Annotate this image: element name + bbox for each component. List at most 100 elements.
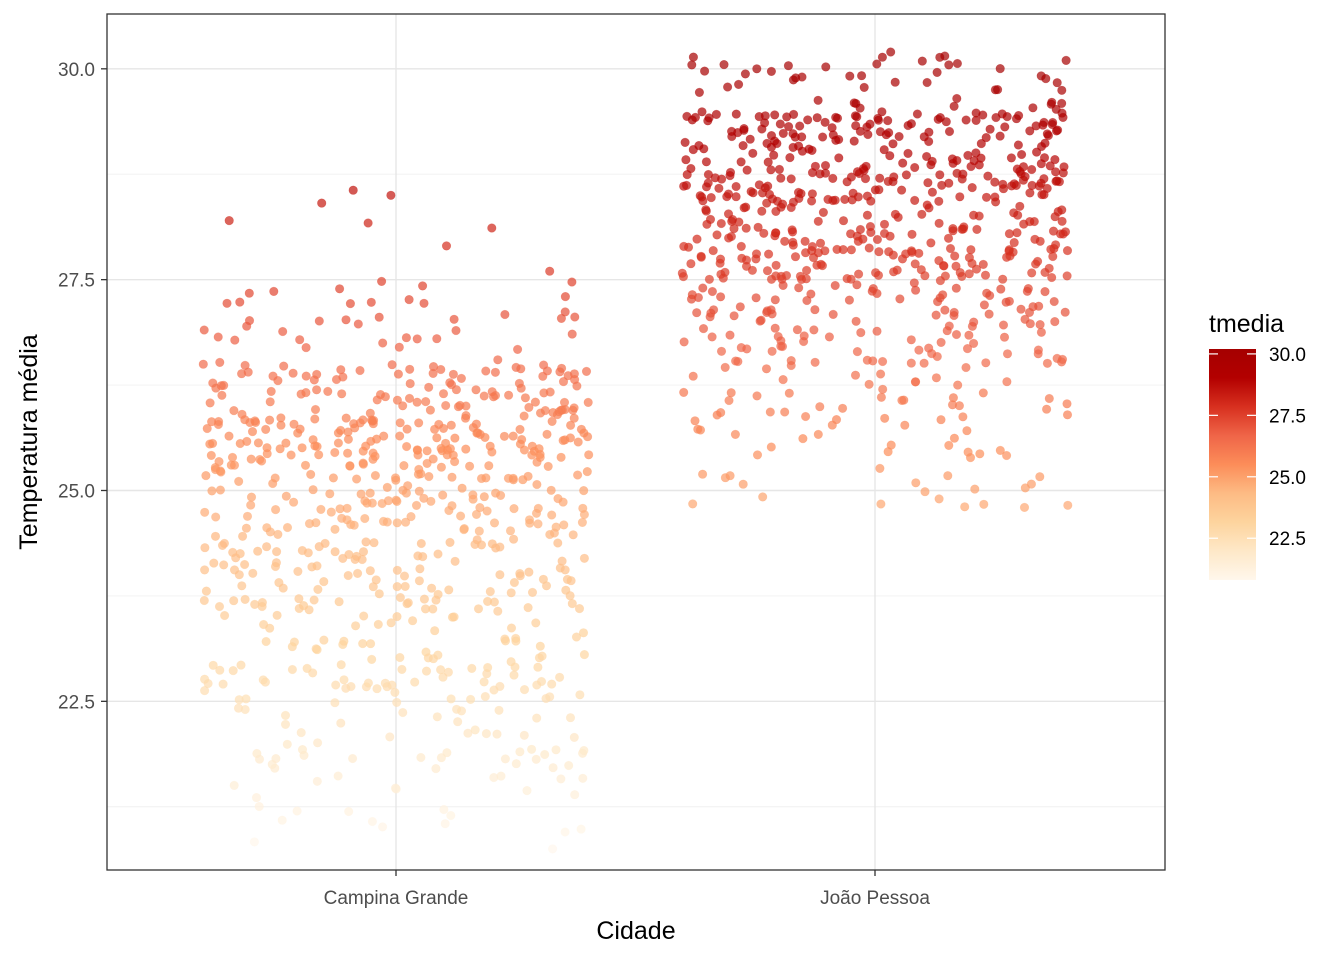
data-point	[251, 792, 262, 803]
data-point	[367, 654, 377, 665]
data-point	[392, 697, 402, 708]
data-point	[481, 366, 491, 376]
data-point	[306, 469, 316, 480]
data-point	[730, 356, 741, 366]
data-point	[579, 649, 590, 660]
data-point	[846, 245, 857, 255]
data-point	[967, 183, 977, 193]
data-point	[282, 739, 292, 749]
data-point	[922, 200, 932, 210]
data-point	[357, 554, 367, 565]
data-point	[690, 416, 700, 426]
data-point	[888, 250, 898, 260]
data-point	[317, 198, 327, 208]
data-point	[393, 369, 404, 379]
data-point	[818, 207, 829, 217]
data-point	[733, 128, 743, 138]
data-point	[906, 335, 916, 345]
data-point	[525, 518, 535, 528]
data-point	[1034, 301, 1044, 311]
data-point	[877, 52, 888, 62]
data-point	[775, 119, 785, 129]
data-point	[698, 324, 709, 334]
data-point	[198, 359, 208, 369]
data-point	[821, 62, 831, 72]
data-point	[1050, 155, 1060, 165]
data-point	[257, 456, 267, 466]
data-point	[493, 355, 503, 365]
data-point	[872, 234, 883, 245]
data-point	[515, 568, 525, 579]
data-point	[394, 342, 404, 352]
data-point	[335, 504, 345, 514]
data-point	[978, 110, 988, 120]
data-point	[752, 64, 762, 74]
data-point	[850, 370, 861, 380]
data-point	[361, 537, 371, 547]
data-point	[759, 228, 769, 238]
data-point	[932, 67, 942, 77]
data-point	[975, 449, 985, 459]
data-point	[419, 298, 429, 308]
data-point	[390, 687, 400, 698]
data-point	[565, 420, 576, 430]
data-point	[310, 414, 320, 424]
data-point	[300, 460, 311, 470]
data-point	[725, 471, 735, 481]
data-point	[235, 297, 245, 307]
data-point	[815, 238, 826, 248]
data-point	[473, 604, 484, 614]
data-point	[858, 234, 868, 244]
data-point	[279, 361, 289, 371]
data-point	[442, 748, 452, 758]
data-point	[995, 131, 1005, 141]
data-point	[276, 413, 286, 423]
data-point	[860, 174, 871, 184]
data-point	[272, 610, 282, 620]
data-point	[235, 438, 245, 449]
data-point	[751, 249, 762, 259]
data-point	[350, 423, 360, 433]
data-point	[380, 392, 391, 402]
data-point	[441, 241, 452, 251]
data-point	[217, 390, 227, 400]
data-points	[198, 47, 1073, 854]
data-point	[872, 326, 882, 336]
x-tick-label: Campina Grande	[324, 888, 469, 909]
data-point	[432, 433, 442, 443]
data-point	[571, 632, 582, 642]
data-point	[476, 473, 487, 484]
data-point	[955, 268, 965, 278]
data-point	[260, 677, 271, 687]
data-point	[343, 570, 353, 581]
data-point	[774, 164, 785, 174]
data-point	[855, 224, 866, 235]
data-point	[1040, 287, 1050, 297]
data-point	[711, 109, 722, 119]
data-point	[433, 650, 443, 660]
data-point	[754, 111, 764, 122]
data-point	[519, 684, 530, 695]
data-point	[820, 246, 830, 256]
data-point	[363, 678, 374, 688]
data-point	[944, 60, 954, 70]
data-point	[738, 479, 748, 489]
data-point	[374, 312, 384, 322]
data-point	[810, 305, 820, 315]
data-point	[935, 112, 945, 123]
data-point	[436, 462, 447, 472]
panel-border	[106, 13, 1166, 871]
data-point	[716, 346, 727, 356]
data-point	[910, 259, 920, 269]
data-point	[465, 461, 475, 471]
data-point	[390, 473, 401, 483]
data-point	[450, 556, 460, 566]
data-point	[828, 130, 838, 140]
data-point	[679, 387, 689, 398]
data-point	[402, 424, 412, 434]
data-point	[265, 415, 275, 425]
data-point	[792, 325, 803, 335]
data-point	[336, 660, 346, 670]
data-point	[875, 173, 885, 183]
data-point	[560, 292, 571, 302]
